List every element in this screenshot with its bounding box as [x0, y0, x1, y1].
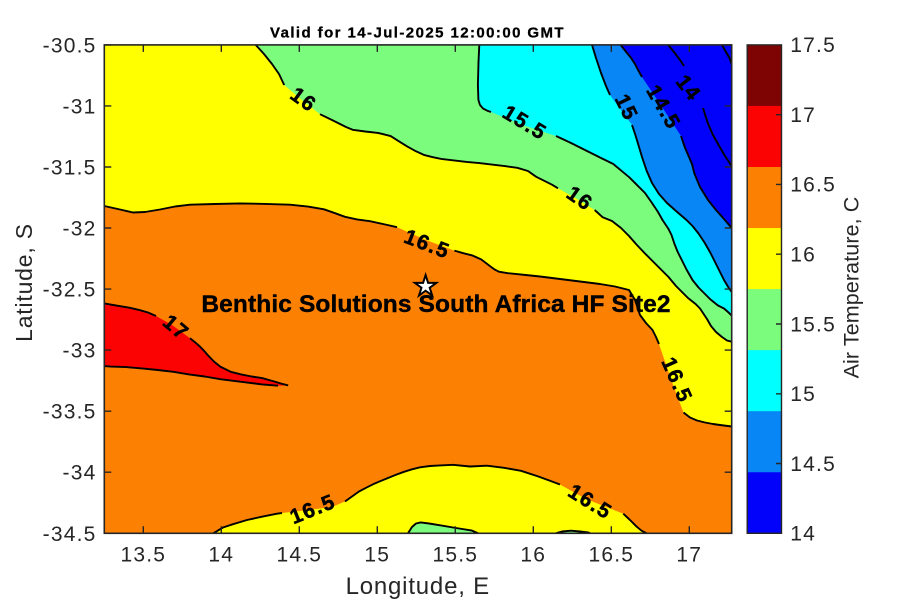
svg-text:15: 15	[364, 543, 390, 566]
svg-text:-33: -33	[63, 340, 97, 363]
svg-text:Latitude, S: Latitude, S	[11, 223, 37, 342]
svg-text:15.5: 15.5	[790, 313, 836, 336]
svg-text:-31: -31	[63, 95, 97, 118]
svg-text:Air Temperature, C: Air Temperature, C	[840, 197, 864, 379]
svg-text:13.5: 13.5	[120, 543, 166, 566]
svg-text:17: 17	[676, 543, 702, 566]
svg-text:15: 15	[790, 383, 816, 406]
svg-text:16.5: 16.5	[588, 543, 634, 566]
svg-text:-34.5: -34.5	[43, 523, 97, 546]
svg-text:16: 16	[520, 543, 546, 566]
svg-text:17.5: 17.5	[790, 34, 836, 57]
svg-text:Benthic Solutions South Africa: Benthic Solutions South Africa HF Site2	[201, 291, 670, 318]
svg-text:17: 17	[790, 104, 816, 127]
svg-text:Longitude, E: Longitude, E	[346, 573, 490, 600]
svg-text:-30.5: -30.5	[43, 34, 97, 57]
svg-text:-32.5: -32.5	[43, 279, 97, 302]
svg-text:16.5: 16.5	[790, 174, 836, 197]
svg-text:16: 16	[790, 244, 816, 267]
svg-text:-31.5: -31.5	[43, 157, 97, 180]
svg-text:14: 14	[208, 543, 234, 566]
svg-text:14: 14	[790, 523, 816, 546]
svg-text:-32: -32	[63, 218, 97, 241]
svg-text:14.5: 14.5	[790, 453, 836, 476]
svg-text:Valid for 14-Jul-2025 12:00:00: Valid for 14-Jul-2025 12:00:00 GMT	[270, 25, 565, 42]
svg-text:14.5: 14.5	[276, 543, 322, 566]
svg-text:-34: -34	[63, 462, 97, 485]
svg-text:-33.5: -33.5	[43, 401, 97, 424]
svg-text:15.5: 15.5	[432, 543, 478, 566]
